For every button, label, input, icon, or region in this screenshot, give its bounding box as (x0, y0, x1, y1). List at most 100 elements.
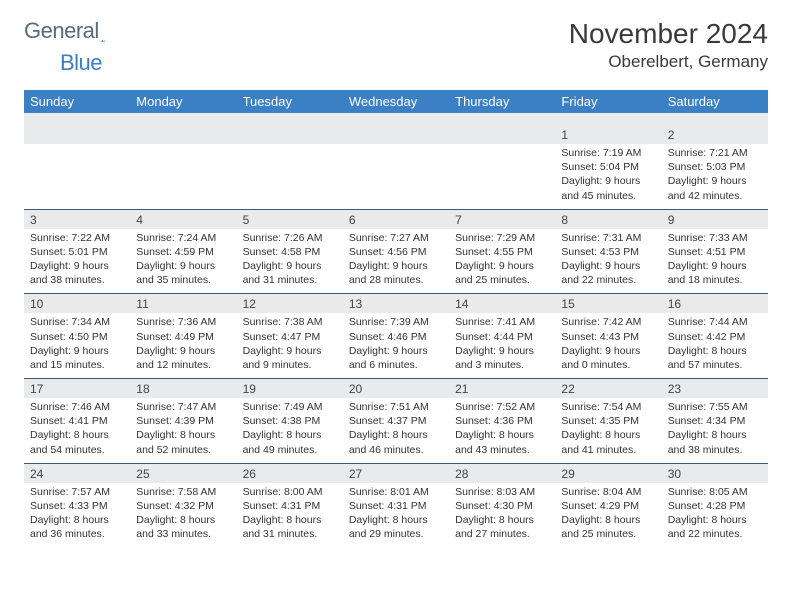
day-cell: Sunrise: 7:52 AMSunset: 4:36 PMDaylight:… (449, 398, 555, 463)
day-cell: Sunrise: 7:58 AMSunset: 4:32 PMDaylight:… (130, 483, 236, 548)
day-sunrise: Sunrise: 7:49 AM (243, 400, 337, 414)
day-sunrise: Sunrise: 8:05 AM (668, 485, 762, 499)
day-sunrise: Sunrise: 7:26 AM (243, 231, 337, 245)
day-number: 10 (24, 294, 130, 314)
day-sunrise: Sunrise: 7:33 AM (668, 231, 762, 245)
day-day2: and 33 minutes. (136, 527, 230, 541)
day-number: 4 (130, 209, 236, 229)
day-day2: and 46 minutes. (349, 443, 443, 457)
day-day1: Daylight: 9 hours (668, 174, 762, 188)
day-sunrise: Sunrise: 7:52 AM (455, 400, 549, 414)
day-cell: Sunrise: 7:57 AMSunset: 4:33 PMDaylight:… (24, 483, 130, 548)
day-sunrise: Sunrise: 7:24 AM (136, 231, 230, 245)
day-sunset: Sunset: 4:46 PM (349, 330, 443, 344)
day-number: 21 (449, 379, 555, 399)
day-sunrise: Sunrise: 7:51 AM (349, 400, 443, 414)
day-day2: and 31 minutes. (243, 527, 337, 541)
day-cell: Sunrise: 8:04 AMSunset: 4:29 PMDaylight:… (555, 483, 661, 548)
day-day2: and 0 minutes. (561, 358, 655, 372)
day-number: 28 (449, 463, 555, 483)
day-day2: and 27 minutes. (455, 527, 549, 541)
day-sunrise: Sunrise: 7:44 AM (668, 315, 762, 329)
day-sunrise: Sunrise: 7:38 AM (243, 315, 337, 329)
day-sunset: Sunset: 4:34 PM (668, 414, 762, 428)
day-cell (237, 144, 343, 209)
day-number: 16 (662, 294, 768, 314)
day-sunset: Sunset: 5:04 PM (561, 160, 655, 174)
day-cell: Sunrise: 7:34 AMSunset: 4:50 PMDaylight:… (24, 313, 130, 378)
day-day1: Daylight: 8 hours (668, 428, 762, 442)
weekday-header: Thursday (449, 90, 555, 113)
day-sunset: Sunset: 4:36 PM (455, 414, 549, 428)
day-day1: Daylight: 8 hours (561, 513, 655, 527)
day-day2: and 49 minutes. (243, 443, 337, 457)
day-number: 26 (237, 463, 343, 483)
day-number: 23 (662, 379, 768, 399)
day-number: 17 (24, 379, 130, 399)
day-number: 6 (343, 209, 449, 229)
weekday-header-row: Sunday Monday Tuesday Wednesday Thursday… (24, 90, 768, 113)
day-day1: Daylight: 9 hours (349, 344, 443, 358)
day-day1: Daylight: 8 hours (455, 513, 549, 527)
day-number: 7 (449, 209, 555, 229)
day-number: 13 (343, 294, 449, 314)
day-sunset: Sunset: 4:51 PM (668, 245, 762, 259)
day-sunrise: Sunrise: 7:47 AM (136, 400, 230, 414)
month-title: November 2024 (569, 18, 768, 50)
day-sunrise: Sunrise: 8:01 AM (349, 485, 443, 499)
day-cell: Sunrise: 7:46 AMSunset: 4:41 PMDaylight:… (24, 398, 130, 463)
day-sunrise: Sunrise: 8:03 AM (455, 485, 549, 499)
day-day1: Daylight: 8 hours (30, 428, 124, 442)
day-number: 9 (662, 209, 768, 229)
day-day1: Daylight: 8 hours (349, 428, 443, 442)
day-cell: Sunrise: 7:41 AMSunset: 4:44 PMDaylight:… (449, 313, 555, 378)
day-sunrise: Sunrise: 7:36 AM (136, 315, 230, 329)
day-sunrise: Sunrise: 8:00 AM (243, 485, 337, 499)
day-number: 27 (343, 463, 449, 483)
day-number (449, 125, 555, 144)
day-number-row: 3456789 (24, 209, 768, 229)
day-number-row: 17181920212223 (24, 379, 768, 399)
day-number: 2 (662, 125, 768, 144)
day-sunset: Sunset: 4:56 PM (349, 245, 443, 259)
day-number: 14 (449, 294, 555, 314)
day-sunrise: Sunrise: 7:55 AM (668, 400, 762, 414)
day-cell: Sunrise: 8:01 AMSunset: 4:31 PMDaylight:… (343, 483, 449, 548)
day-detail-row: Sunrise: 7:22 AMSunset: 5:01 PMDaylight:… (24, 229, 768, 294)
day-day2: and 45 minutes. (561, 189, 655, 203)
day-sunrise: Sunrise: 7:57 AM (30, 485, 124, 499)
day-sunrise: Sunrise: 7:21 AM (668, 146, 762, 160)
day-day2: and 52 minutes. (136, 443, 230, 457)
day-cell: Sunrise: 7:21 AMSunset: 5:03 PMDaylight:… (662, 144, 768, 209)
day-sunrise: Sunrise: 7:58 AM (136, 485, 230, 499)
day-day2: and 38 minutes. (668, 443, 762, 457)
day-day1: Daylight: 9 hours (30, 259, 124, 273)
day-day1: Daylight: 8 hours (349, 513, 443, 527)
day-day1: Daylight: 9 hours (561, 174, 655, 188)
day-day1: Daylight: 8 hours (136, 428, 230, 442)
day-sunset: Sunset: 4:50 PM (30, 330, 124, 344)
day-number: 8 (555, 209, 661, 229)
day-cell: Sunrise: 7:29 AMSunset: 4:55 PMDaylight:… (449, 229, 555, 294)
day-number (130, 125, 236, 144)
day-day2: and 43 minutes. (455, 443, 549, 457)
day-sunrise: Sunrise: 7:29 AM (455, 231, 549, 245)
day-cell: Sunrise: 7:39 AMSunset: 4:46 PMDaylight:… (343, 313, 449, 378)
day-sunrise: Sunrise: 7:34 AM (30, 315, 124, 329)
day-day2: and 3 minutes. (455, 358, 549, 372)
day-cell: Sunrise: 7:33 AMSunset: 4:51 PMDaylight:… (662, 229, 768, 294)
day-sunrise: Sunrise: 7:54 AM (561, 400, 655, 414)
day-sunset: Sunset: 4:49 PM (136, 330, 230, 344)
brand-logo: General (24, 18, 123, 44)
brand-word-2: Blue (60, 50, 102, 76)
day-sunrise: Sunrise: 7:31 AM (561, 231, 655, 245)
day-number: 19 (237, 379, 343, 399)
day-day1: Daylight: 8 hours (561, 428, 655, 442)
day-cell: Sunrise: 8:00 AMSunset: 4:31 PMDaylight:… (237, 483, 343, 548)
day-sunrise: Sunrise: 7:41 AM (455, 315, 549, 329)
day-sunset: Sunset: 4:29 PM (561, 499, 655, 513)
day-day2: and 35 minutes. (136, 273, 230, 287)
day-sunset: Sunset: 4:30 PM (455, 499, 549, 513)
day-day1: Daylight: 8 hours (136, 513, 230, 527)
day-cell: Sunrise: 7:19 AMSunset: 5:04 PMDaylight:… (555, 144, 661, 209)
